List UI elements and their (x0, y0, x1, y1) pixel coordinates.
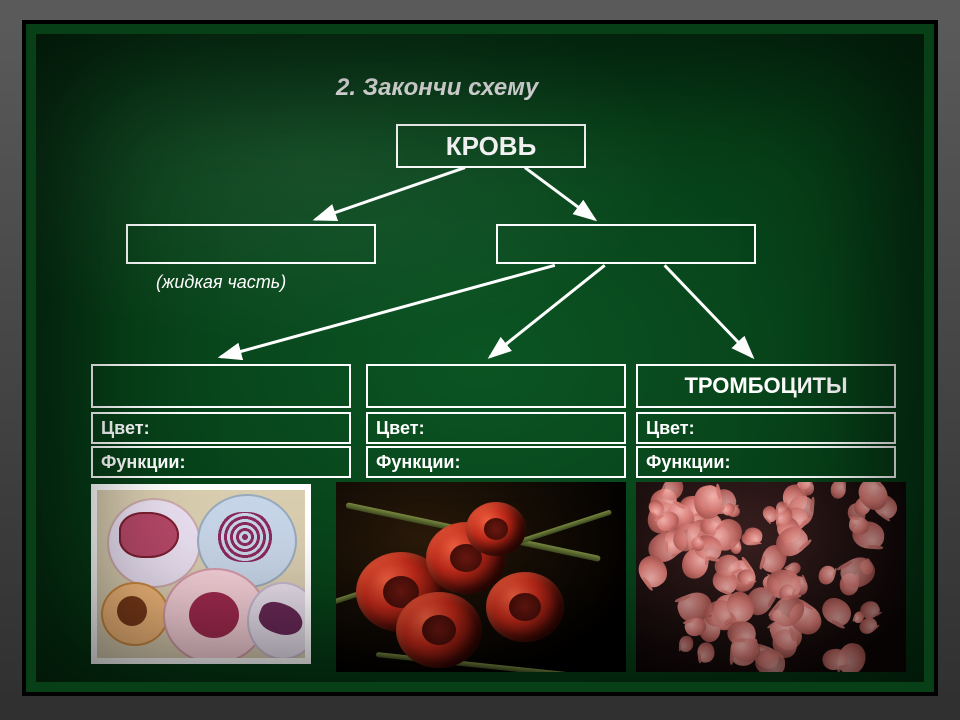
col2-image-erythrocytes (336, 482, 626, 672)
col1-image-leukocytes (91, 484, 311, 664)
col2-name-box (366, 364, 626, 408)
col1-func-box: Функции: (91, 446, 351, 478)
col2-func-box: Функции: (366, 446, 626, 478)
slide-title: 2. Закончи схему (336, 74, 538, 102)
col1-color-box: Цвет: (91, 412, 351, 444)
slide-frame: 2. Закончи схему КРОВЬ (жидкая часть) (0, 0, 960, 720)
col1-name-box (91, 364, 351, 408)
col3-image-thrombocytes (636, 482, 906, 672)
slide-bevel: 2. Закончи схему КРОВЬ (жидкая часть) (22, 20, 938, 696)
hint-liquid-part: (жидкая часть) (156, 272, 286, 293)
col2-color-box: Цвет: (366, 412, 626, 444)
col3-color-box: Цвет: (636, 412, 896, 444)
col3-func-box: Функции: (636, 446, 896, 478)
root-box-blood: КРОВЬ (396, 124, 586, 168)
level2-left-box (126, 224, 376, 264)
level2-right-box (496, 224, 756, 264)
col3-name-box: ТРОМБОЦИТЫ (636, 364, 896, 408)
chalkboard: 2. Закончи схему КРОВЬ (жидкая часть) (36, 34, 924, 682)
